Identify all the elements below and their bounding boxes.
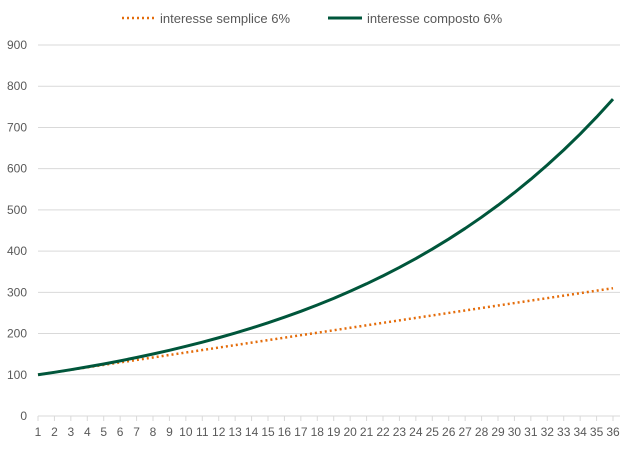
x-tick-label: 27 xyxy=(458,425,472,439)
x-tick-label: 19 xyxy=(327,425,341,439)
y-axis-ticks: 0 100 200 300 400 500 600 700 800 900 xyxy=(7,38,27,423)
x-tick-label: 30 xyxy=(508,425,522,439)
x-tick-label: 7 xyxy=(133,425,140,439)
legend-label-simple: interesse semplice 6% xyxy=(160,11,290,26)
x-tick-label: 11 xyxy=(196,425,209,439)
legend-label-compound: interesse composto 6% xyxy=(367,11,503,26)
y-tick-label: 600 xyxy=(7,162,27,176)
y-tick-label: 300 xyxy=(7,285,27,299)
y-tick-label: 800 xyxy=(7,79,27,93)
x-tick-label: 4 xyxy=(84,425,91,439)
gridlines xyxy=(38,44,620,417)
x-tick-label: 5 xyxy=(100,425,107,439)
x-tick-label: 26 xyxy=(442,425,456,439)
x-axis-ticks: 1 2 3 4 5 6 7 8 9 10 11 12 13 14 15 16 17 18 19 20 21 22 23 24 2… xyxy=(35,416,620,439)
x-tick-label: 13 xyxy=(228,425,242,439)
y-tick-label: 0 xyxy=(20,409,27,423)
x-tick-label: 22 xyxy=(376,425,390,439)
x-tick-label: 14 xyxy=(245,425,259,439)
x-tick-label: 25 xyxy=(426,425,440,439)
x-tick-label: 8 xyxy=(150,425,157,439)
x-tick-label: 15 xyxy=(261,425,275,439)
x-tick-label: 12 xyxy=(212,425,226,439)
x-tick-label: 2 xyxy=(51,425,58,439)
x-tick-label: 23 xyxy=(393,425,407,439)
x-tick-label: 24 xyxy=(409,425,423,439)
series-lines xyxy=(37,98,615,377)
y-tick-label: 100 xyxy=(7,368,27,382)
y-tick-label: 400 xyxy=(7,244,27,258)
x-tick-label: 36 xyxy=(606,425,620,439)
series-line-compound xyxy=(37,98,615,377)
x-tick-label: 6 xyxy=(117,425,124,439)
x-tick-label: 34 xyxy=(573,425,587,439)
x-tick-label: 16 xyxy=(278,425,292,439)
x-tick-label: 29 xyxy=(491,425,505,439)
series-line-simple xyxy=(37,286,614,377)
x-tick-label: 9 xyxy=(166,425,173,439)
y-tick-label: 900 xyxy=(7,38,27,52)
x-tick-label: 35 xyxy=(590,425,604,439)
x-tick-label: 20 xyxy=(343,425,357,439)
y-tick-label: 500 xyxy=(7,203,27,217)
x-tick-label: 32 xyxy=(541,425,555,439)
x-tick-label: 31 xyxy=(524,425,538,439)
x-tick-label: 10 xyxy=(179,425,193,439)
x-tick-label: 17 xyxy=(294,425,308,439)
y-tick-label: 700 xyxy=(7,120,27,134)
x-tick-label: 18 xyxy=(311,425,325,439)
x-tick-label: 1 xyxy=(35,425,42,439)
x-tick-label: 33 xyxy=(557,425,571,439)
legend: interesse semplice 6% interesse composto… xyxy=(122,11,503,26)
x-tick-label: 21 xyxy=(360,425,374,439)
y-tick-label: 200 xyxy=(7,327,27,341)
x-tick-label: 3 xyxy=(68,425,75,439)
x-tick-label: 28 xyxy=(475,425,489,439)
